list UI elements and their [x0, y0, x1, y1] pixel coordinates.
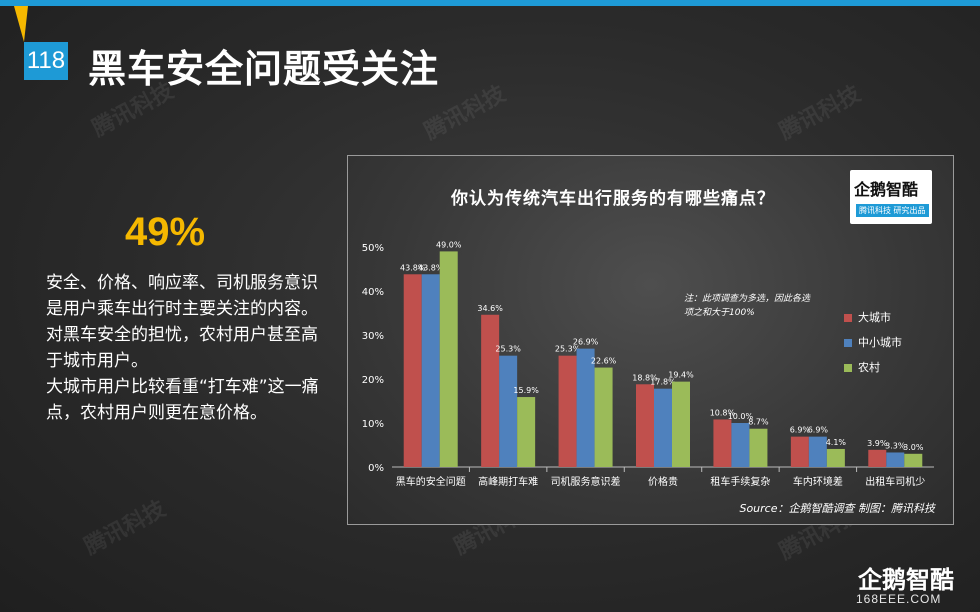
x-tick-label: 租车手续复杂 — [710, 475, 770, 488]
data-label: 6.9% — [808, 426, 829, 435]
bar — [826, 448, 845, 467]
highlight-percentage: 49% — [124, 210, 206, 254]
bar — [731, 423, 750, 467]
bar-chart: 0% 10% 20% 30% 40% 50% 43.8%43.8% 49.0% 黑车的安全问题 3… — [362, 240, 934, 488]
page-number: 118 — [24, 42, 68, 80]
data-label: 25.3% — [495, 345, 521, 354]
data-label: 34.6% — [477, 304, 503, 313]
x-tick-label: 出租车司机少 — [865, 475, 925, 488]
data-label: 3.3% — [885, 441, 906, 450]
legend-item-big-city: 大城市 — [844, 309, 891, 325]
bar — [654, 388, 672, 467]
bar — [904, 453, 923, 467]
summary-paragraph: 安全、价格、响应率、司机服务意识是用户乘车出行时主要关注的内容。对黑车安全的担忧… — [46, 273, 318, 371]
y-tick-label: 40% — [362, 287, 384, 298]
data-label: 3.0% — [903, 443, 924, 452]
data-label: 15.9% — [513, 386, 539, 395]
y-tick-label: 30% — [362, 331, 384, 342]
y-tick-label: 0% — [368, 463, 384, 474]
data-label: 26.9% — [573, 338, 599, 347]
legend-label: 农村 — [858, 361, 880, 374]
legend-label: 中小城市 — [858, 336, 902, 349]
bar — [403, 274, 422, 467]
summary-paragraph: 大城市用户比较看重“打车难”这一痛点，农村用户则更在意价格。 — [46, 377, 319, 423]
data-label: 8.7% — [748, 418, 769, 427]
bar — [558, 355, 577, 467]
bar — [576, 348, 595, 467]
bar — [421, 274, 440, 467]
bar — [636, 384, 654, 467]
x-tick-label: 司机服务意识差 — [551, 475, 621, 488]
bar — [868, 449, 887, 467]
data-label: 22.6% — [591, 357, 617, 366]
data-label: 18.8% — [632, 373, 658, 382]
x-tick-label: 高峰期打车难 — [478, 475, 538, 488]
brand-logo-text: 企鹅智酷 — [854, 180, 919, 199]
watermark: 腾讯科技 — [80, 496, 170, 560]
brand-logo: 企鹅智酷 腾讯科技 研究出品 — [850, 170, 932, 224]
legend-item-small-city: 中小城市 — [844, 334, 902, 350]
bar — [439, 251, 458, 467]
watermark: 腾讯科技 — [775, 81, 865, 145]
legend-item-rural: 农村 — [844, 359, 880, 375]
data-label: 4.1% — [826, 438, 847, 447]
data-label: 25.3% — [555, 345, 581, 354]
data-label: 10.0% — [728, 412, 754, 421]
yellow-accent-shape — [14, 6, 28, 42]
bar — [713, 419, 732, 467]
bar — [808, 436, 827, 467]
data-label: 43.8% — [418, 263, 444, 272]
x-tick-label: 车内环境差 — [793, 475, 843, 488]
chart-panel: 你认为传统汽车出行服务的有哪些痛点？ 企鹅智酷 腾讯科技 研究出品 注：此项调查… — [347, 155, 954, 525]
legend-swatch — [844, 339, 852, 347]
corner-site-text: 168EEE.COM — [856, 592, 942, 606]
corner-brand-logo: 企鹅智酷 — [858, 566, 954, 594]
bar — [594, 367, 613, 467]
data-label: 49.0% — [436, 240, 462, 249]
data-label: 10.8% — [710, 408, 736, 417]
y-tick-label: 20% — [362, 375, 384, 386]
data-label: 19.4% — [668, 371, 694, 380]
bar — [886, 452, 905, 467]
y-tick-label: 50% — [362, 243, 384, 254]
legend-swatch — [844, 314, 852, 322]
page-title: 黑车安全问题受关注 — [88, 47, 440, 91]
bar — [672, 381, 690, 467]
bar — [790, 436, 809, 467]
legend-swatch — [844, 364, 852, 372]
bar — [517, 397, 536, 467]
summary-text: 安全、价格、响应率、司机服务意识是用户乘车出行时主要关注的内容。对黑车安全的担忧… — [46, 270, 326, 426]
brand-logo-subtitle: 腾讯科技 研究出品 — [856, 204, 929, 217]
data-label: 17.8% — [650, 378, 676, 387]
y-tick-label: 10% — [362, 419, 384, 430]
bar — [749, 428, 768, 467]
chart-note: 注：此项调查为多选，因此各选项之和大于100% — [684, 294, 811, 318]
data-label: 3.9% — [867, 439, 888, 448]
chart-source: Source：企鹅智酷调查 制图：腾讯科技 — [739, 502, 935, 515]
bar — [481, 314, 500, 467]
x-tick-label: 黑车的安全问题 — [396, 475, 466, 488]
top-accent-bar — [0, 0, 980, 6]
data-label: 43.8% — [400, 263, 426, 272]
bar — [499, 355, 518, 467]
x-tick-label: 价格贵 — [648, 475, 678, 488]
chart-title: 你认为传统汽车出行服务的有哪些痛点？ — [451, 189, 775, 209]
data-label: 6.9% — [790, 426, 811, 435]
legend-label: 大城市 — [858, 311, 891, 324]
